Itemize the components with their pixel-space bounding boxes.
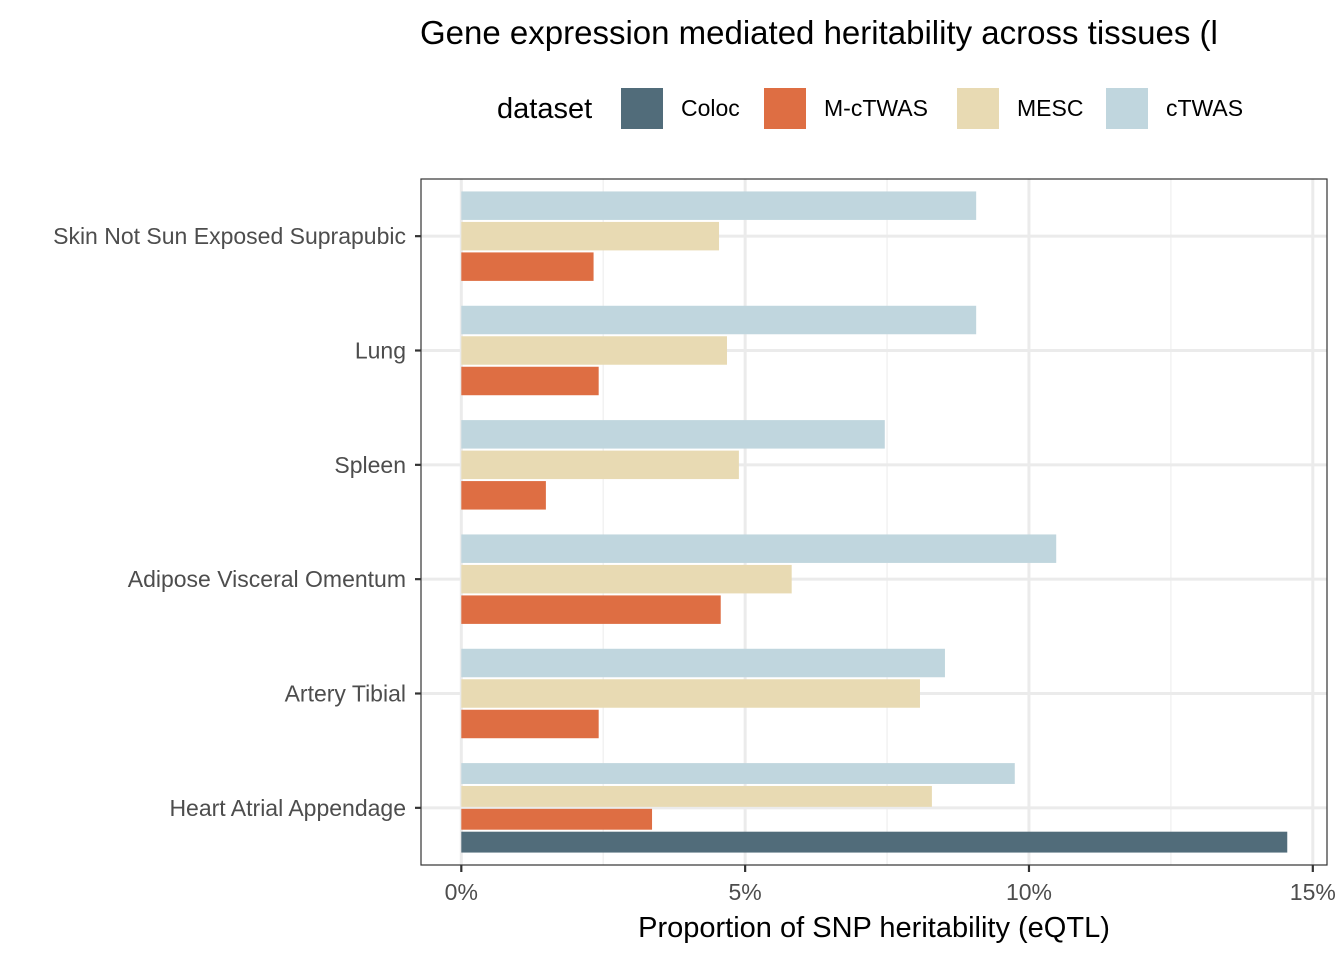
chart-title: Gene expression mediated heritability ac… (420, 14, 1218, 51)
plot-panel (420, 178, 1328, 866)
bar-mesc-skin-not-sun-exposed-suprapubic (461, 221, 720, 251)
legend-key-ctwas (1106, 88, 1148, 129)
x-axis-title: Proportion of SNP heritability (eQTL) (638, 912, 1110, 944)
x-tick-label: 10% (1006, 879, 1052, 905)
legend-key-coloc (621, 88, 663, 129)
bar-mesc-adipose-visceral-omentum (461, 564, 792, 594)
panel-background (421, 179, 1327, 865)
legend: dataset Coloc M-cTWAS MESC cTWAS (497, 88, 1243, 129)
bar-ctwas-adipose-visceral-omentum (461, 534, 1057, 563)
bar-mesc-spleen (461, 450, 739, 480)
bar-m-ctwas-spleen (461, 481, 546, 510)
y-tick-label: Artery Tibial (285, 681, 406, 707)
bar-ctwas-spleen (461, 420, 885, 449)
y-tick-label: Lung (355, 338, 406, 364)
y-tick-label: Heart Atrial Appendage (169, 795, 406, 821)
panel-border (420, 178, 1328, 866)
legend-label: MESC (1017, 95, 1083, 121)
x-tick-label: 5% (729, 879, 762, 905)
y-tick-label: Skin Not Sun Exposed Suprapubic (53, 223, 406, 249)
legend-label: cTWAS (1166, 95, 1243, 121)
bars (461, 191, 1288, 853)
legend-label: Coloc (681, 95, 740, 121)
bar-ctwas-heart-atrial-appendage (461, 763, 1015, 784)
x-axis: 0% 5% 10% 15% (445, 865, 1336, 905)
legend-title: dataset (497, 93, 592, 125)
bar-ctwas-artery-tibial (461, 648, 945, 678)
bar-mesc-artery-tibial (461, 679, 920, 708)
bar-mesc-lung (461, 336, 727, 365)
legend-label: M-cTWAS (824, 95, 928, 121)
y-axis: Skin Not Sun Exposed Suprapubic Lung Splee… (53, 223, 421, 821)
bar-m-ctwas-skin-not-sun-exposed-suprapubic (461, 252, 594, 281)
bar-m-ctwas-heart-atrial-appendage (461, 808, 653, 830)
bar-m-ctwas-lung (461, 366, 599, 396)
bar-mesc-heart-atrial-appendage (461, 785, 932, 807)
x-tick-label: 0% (445, 879, 478, 905)
bar-m-ctwas-artery-tibial (461, 709, 599, 739)
bar-m-ctwas-adipose-visceral-omentum (461, 595, 721, 624)
y-tick-label: Spleen (334, 452, 406, 478)
legend-key-mesc (957, 88, 999, 129)
y-tick-label: Adipose Visceral Omentum (128, 566, 406, 592)
bar-coloc-heart-atrial-appendage (461, 831, 1288, 853)
x-tick-label: 15% (1290, 879, 1336, 905)
legend-key-m-ctwas (764, 88, 806, 129)
bar-ctwas-lung (461, 305, 977, 335)
bar-ctwas-skin-not-sun-exposed-suprapubic (461, 191, 977, 220)
